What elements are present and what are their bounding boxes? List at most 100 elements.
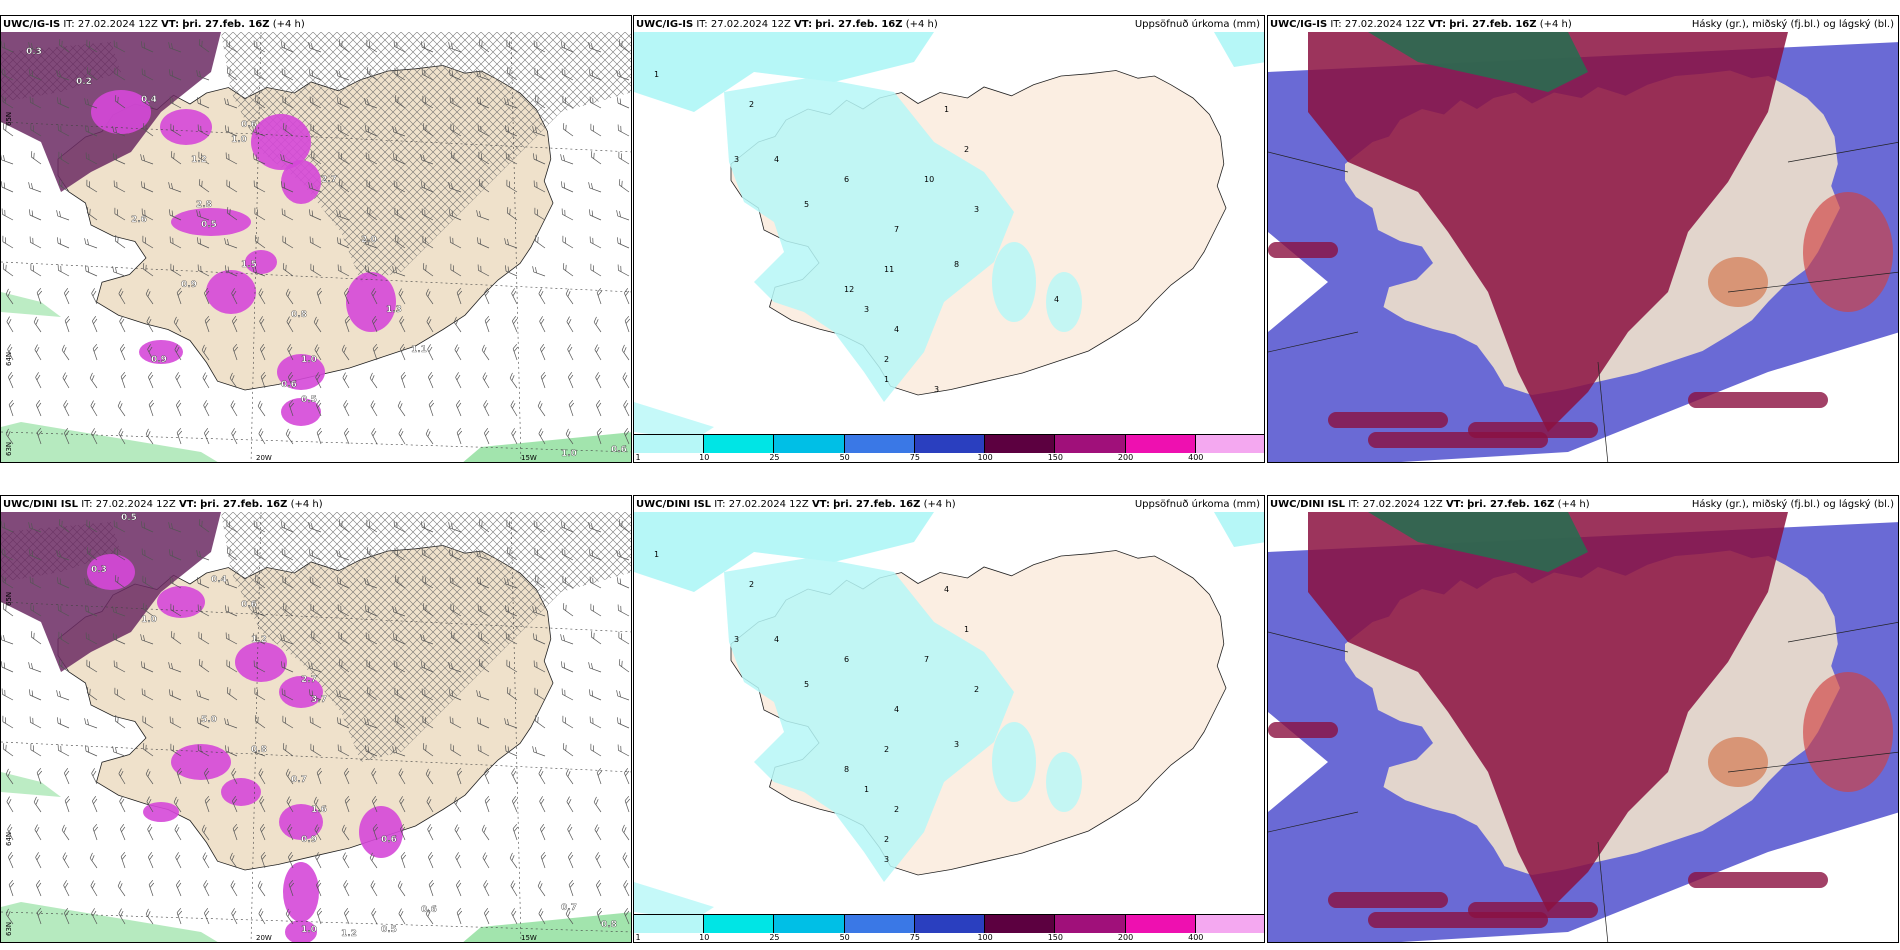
- wind-barb: [142, 263, 154, 277]
- wind-barb: [2, 123, 14, 137]
- wind-barb: [169, 236, 182, 249]
- wind-barb: [90, 400, 98, 417]
- wind-barb: [84, 745, 98, 757]
- wind-barb: [593, 316, 602, 333]
- wind-barb: [512, 343, 519, 361]
- colorbar-tick-label: 200: [1117, 933, 1134, 942]
- wind-barb: [253, 40, 266, 53]
- wind-barb: [63, 428, 70, 445]
- wind-barb: [113, 40, 126, 53]
- wind-barb: [567, 344, 574, 361]
- wind-barb: [309, 236, 322, 249]
- wind-barb: [504, 265, 518, 277]
- wind-barb: [308, 209, 322, 221]
- wind-barb: [344, 315, 351, 333]
- wind-barb: [174, 344, 182, 361]
- colorbar-tick-label: 10: [699, 933, 710, 942]
- wind-barb: [477, 604, 490, 617]
- wind-barb: [394, 575, 406, 589]
- wind-barb: [422, 263, 434, 277]
- colorbar-tick-label: 1: [635, 933, 641, 942]
- wind-barb: [57, 744, 70, 757]
- lead-time: (+4 h): [923, 499, 956, 510]
- wind-barb: [623, 768, 630, 785]
- panel-header: UWC/IG-IS IT: 27.02.2024 12Z VT: þri. 27…: [636, 19, 938, 30]
- wind-barb: [146, 796, 154, 813]
- wind-barb: [168, 209, 182, 221]
- wind-barb: [394, 687, 406, 701]
- wind-barb: [203, 288, 210, 305]
- wind-barb: [337, 744, 350, 757]
- wind-barb: [308, 42, 322, 53]
- wind-barb: [61, 344, 70, 361]
- precip-value-label: 0.5: [121, 513, 137, 523]
- wind-barb: [112, 266, 126, 277]
- wind-barb: [366, 67, 378, 81]
- wind-barb: [28, 69, 42, 81]
- wind-barb: [173, 796, 182, 813]
- precip-total-label: 2: [749, 580, 754, 589]
- wind-barb: [118, 288, 126, 305]
- panel-header: UWC/DINI ISL IT: 27.02.2024 12Z VT: þri.…: [3, 499, 323, 510]
- wind-barb: [259, 796, 266, 813]
- wind-barb: [504, 605, 518, 617]
- precip-band-green: [1, 902, 218, 942]
- high-cloud-area: [1308, 512, 1788, 912]
- wind-barb: [56, 717, 70, 729]
- wind-barb: [7, 824, 14, 841]
- wind-barb: [89, 852, 98, 869]
- wind-barb: [589, 576, 602, 589]
- wind-barb: [258, 428, 266, 445]
- wind-barb: [449, 96, 462, 109]
- wind-barb: [280, 154, 294, 165]
- wind-barb: [196, 690, 210, 701]
- wind-barb: [532, 746, 546, 757]
- wind-barb: [231, 428, 238, 445]
- wind-barb: [254, 207, 266, 221]
- wind-barb: [232, 343, 239, 361]
- wind-barb: [566, 796, 574, 813]
- wind-barb: [560, 181, 574, 193]
- wind-barb: [336, 690, 350, 701]
- precip-value-label: 0.2: [76, 77, 92, 87]
- wind-barb: [336, 70, 350, 81]
- wind-barb: [84, 578, 98, 589]
- precip-value-label: 5.0: [201, 715, 217, 725]
- wind-barb: [86, 67, 98, 81]
- accumulated-precip-map: 1 2 3 4 5 6 7 8 2 3 4 1 2 2 3 4 1 2: [634, 512, 1264, 920]
- wind-barb: [1, 68, 14, 81]
- wind-barb: [336, 577, 350, 589]
- wind-barb: [539, 824, 546, 841]
- wind-barb: [369, 852, 378, 869]
- wind-barb: [1, 41, 14, 53]
- precip-value-label: 0.4: [141, 95, 157, 105]
- wind-barb: [366, 687, 378, 701]
- wind-barb: [399, 316, 406, 333]
- wind-barb: [170, 263, 182, 277]
- lead-time: (+4 h): [290, 499, 323, 510]
- precip-total-label: 12: [844, 285, 854, 294]
- wind-barb: [456, 767, 463, 785]
- wind-barb: [260, 851, 267, 869]
- precip-blob: [285, 920, 317, 942]
- wind-barb: [2, 95, 14, 109]
- wind-barb: [478, 519, 490, 533]
- wind-barb: [342, 852, 350, 869]
- precip-value-label: 0.6: [281, 380, 297, 390]
- coord-label: 63N: [5, 921, 13, 936]
- cloud-cover-panel: UWC/IG-IS IT: 27.02.2024 12Z VT: þri. 27…: [1267, 15, 1899, 463]
- wind-barb: [145, 288, 154, 305]
- precip-value-label: 0.5: [301, 395, 317, 405]
- wind-barb: [562, 263, 574, 277]
- wind-barb: [176, 767, 183, 785]
- wind-barb: [112, 746, 126, 757]
- wind-barb: [427, 344, 434, 361]
- wind-barb: [366, 207, 378, 221]
- wind-barb: [281, 548, 294, 561]
- wind-barb: [453, 316, 462, 333]
- wind-barb: [147, 824, 154, 841]
- high-cloud-area: [1308, 32, 1788, 432]
- wind-barb: [141, 208, 154, 221]
- wind-barb: [616, 550, 630, 561]
- wind-barb: [174, 824, 182, 841]
